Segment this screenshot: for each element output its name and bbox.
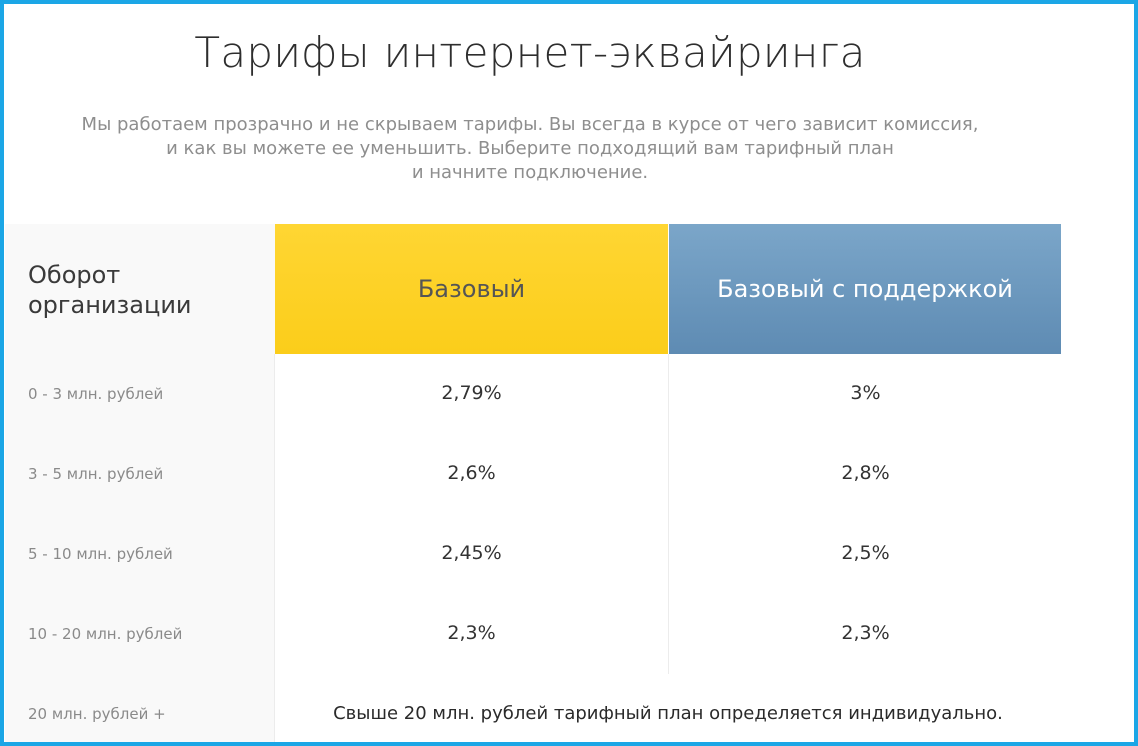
turnover-range-label: 5 - 10 млн. рублей [28, 545, 173, 563]
plan-name: Базовый с поддержкой [717, 275, 1013, 303]
plan-header-basic-with-support[interactable]: Базовый с поддержкой [669, 224, 1061, 354]
rate-support: 3% [850, 382, 881, 404]
plan-name: Базовый [417, 275, 526, 303]
rate-basic: 2,3% [447, 622, 496, 644]
rate-support: 2,8% [841, 462, 890, 484]
turnover-range-label: 0 - 3 млн. рублей [28, 385, 164, 403]
subtitle-line: и как вы можете ее уменьшить. Выберите п… [166, 138, 894, 159]
turnover-range-label: 3 - 5 млн. рублей [28, 465, 164, 483]
rate-basic: 2,79% [441, 382, 502, 404]
individual-plan-note: Свыше 20 млн. рублей тарифный план опред… [333, 703, 1003, 724]
rate-support: 2,3% [841, 622, 890, 644]
turnover-column [5, 224, 275, 742]
turnover-range-label: 20 млн. рублей + [28, 705, 166, 723]
rate-support: 2,5% [841, 542, 890, 564]
rate-basic: 2,6% [447, 462, 496, 484]
subtitle-line: и начните подключение. [411, 162, 649, 183]
page-title: Тарифы интернет-эквайринга [194, 28, 866, 77]
page-subtitle: Мы работаем прозрачно и не скрываем тари… [70, 113, 990, 185]
turnover-header: Оборот организации [28, 260, 268, 320]
column-divider [274, 354, 275, 742]
rate-basic: 2,45% [441, 542, 502, 564]
subtitle-line: Мы работаем прозрачно и не скрываем тари… [81, 114, 979, 135]
plan-header-basic[interactable]: Базовый [275, 224, 668, 354]
turnover-header-line: Оборот [28, 261, 121, 289]
column-divider [668, 354, 669, 674]
turnover-range-label: 10 - 20 млн. рублей [28, 625, 183, 643]
turnover-header-line: организации [28, 291, 192, 319]
